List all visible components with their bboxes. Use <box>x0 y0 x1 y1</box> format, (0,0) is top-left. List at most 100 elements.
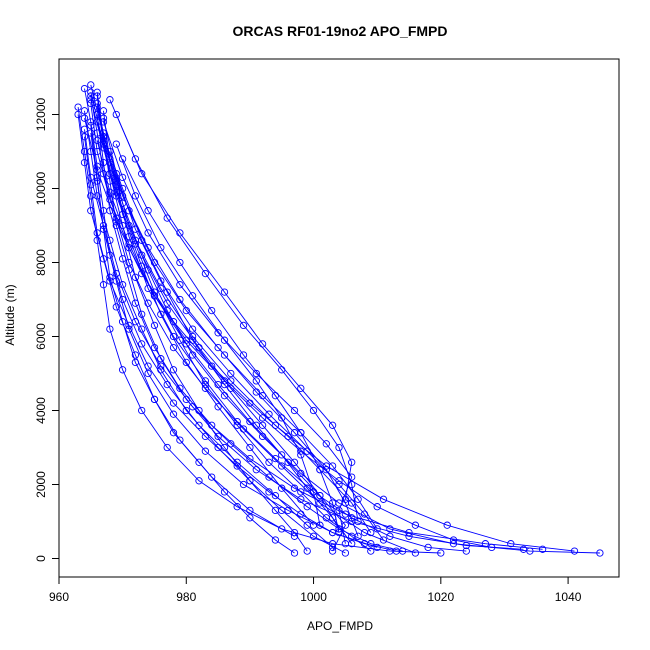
data-point <box>112 303 120 311</box>
data-point <box>106 96 114 104</box>
data-point <box>233 421 241 429</box>
data-point <box>99 114 108 122</box>
data-point <box>290 484 299 492</box>
data-point <box>278 414 286 422</box>
data-point <box>309 532 318 540</box>
data-point <box>131 358 140 367</box>
data-point <box>157 244 165 252</box>
data-point <box>176 436 184 444</box>
data-point <box>157 277 165 285</box>
data-point <box>176 295 184 304</box>
data-point <box>93 177 101 185</box>
data-point <box>462 541 470 550</box>
data-point <box>348 532 356 540</box>
data-point <box>188 403 197 411</box>
data-point <box>118 366 127 374</box>
data-point <box>201 447 210 455</box>
data-point <box>265 473 273 481</box>
data-point <box>87 129 95 137</box>
data-point <box>208 362 216 370</box>
data-point <box>341 510 350 518</box>
profile-series <box>93 92 579 555</box>
series-line <box>84 136 397 552</box>
data-point <box>125 266 133 274</box>
data-point <box>239 321 248 330</box>
data-point <box>80 125 89 133</box>
y-tick-label: 2000 <box>34 471 48 498</box>
data-point <box>538 545 547 553</box>
data-point <box>138 310 146 318</box>
data-point <box>118 155 127 163</box>
data-point <box>392 547 400 555</box>
data-point <box>220 336 229 344</box>
y-tick-label: 12000 <box>34 97 48 131</box>
data-point <box>335 528 343 537</box>
series-line <box>115 143 321 526</box>
data-point <box>87 81 95 89</box>
data-point <box>214 329 222 337</box>
data-point <box>341 549 350 557</box>
series-layer <box>74 81 604 557</box>
data-point <box>246 417 254 426</box>
data-point <box>131 318 140 326</box>
data-point <box>411 549 420 557</box>
data-point <box>328 499 337 507</box>
data-point <box>220 488 229 496</box>
data-point <box>150 288 159 296</box>
profile-series <box>87 96 375 555</box>
data-point <box>188 332 197 341</box>
data-point <box>328 540 337 548</box>
data-point <box>290 458 299 466</box>
data-point <box>188 325 197 333</box>
data-point <box>348 517 356 526</box>
data-point <box>157 284 165 293</box>
series-line <box>77 107 441 554</box>
data-point <box>519 545 528 553</box>
data-point <box>437 549 445 557</box>
data-point <box>118 281 127 289</box>
data-point <box>386 532 394 540</box>
data-point <box>278 462 286 470</box>
data-point <box>278 451 286 459</box>
data-point <box>182 395 190 404</box>
data-point <box>303 503 311 511</box>
data-point <box>405 532 413 540</box>
series-line <box>84 88 333 548</box>
data-point <box>290 406 299 415</box>
data-point <box>144 207 152 215</box>
data-point <box>265 410 273 418</box>
series-line <box>90 84 346 552</box>
data-point <box>87 173 95 182</box>
data-point <box>271 506 280 515</box>
data-point <box>87 96 95 104</box>
data-point <box>328 547 337 555</box>
data-point <box>208 473 216 481</box>
data-point <box>131 225 140 233</box>
data-point <box>112 269 120 278</box>
data-point <box>93 236 101 244</box>
x-tick-label: 980 <box>176 590 196 604</box>
y-tick-label: 0 <box>34 555 48 562</box>
profile-series <box>93 88 528 553</box>
data-point <box>182 358 190 367</box>
data-point <box>144 369 152 378</box>
data-point <box>157 310 165 318</box>
data-point <box>379 495 388 503</box>
data-point <box>93 136 101 145</box>
data-point <box>360 510 369 518</box>
data-point <box>144 229 152 237</box>
series-line <box>122 158 340 533</box>
data-point <box>303 547 311 555</box>
data-point <box>106 147 114 156</box>
data-point <box>182 306 190 315</box>
x-tick-label: 1000 <box>300 590 327 604</box>
data-point <box>341 495 350 503</box>
data-point <box>322 514 330 522</box>
data-point <box>297 488 305 496</box>
x-axis-label: APO_FMPD <box>307 619 373 633</box>
data-point <box>271 454 280 463</box>
data-point <box>379 536 388 544</box>
data-point <box>112 170 120 178</box>
data-point <box>252 466 260 474</box>
data-point <box>188 292 197 300</box>
